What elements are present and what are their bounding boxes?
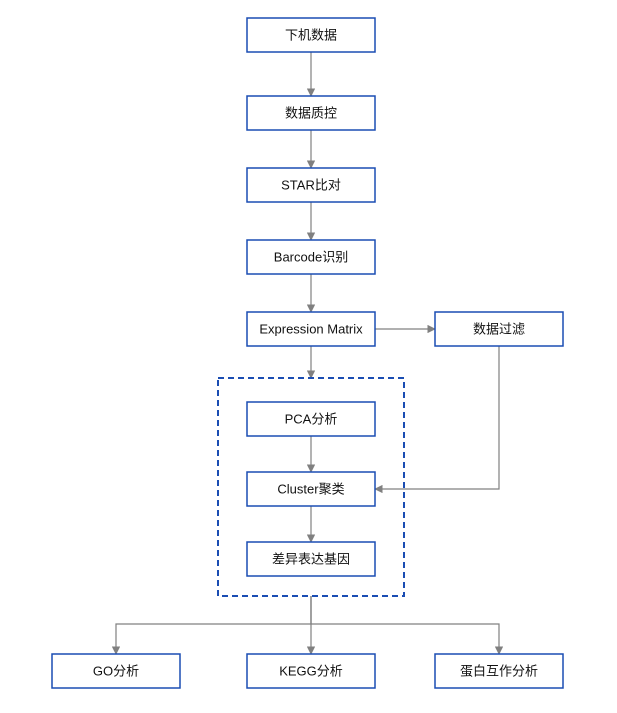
node-label-nFilter: 数据过滤 <box>473 322 525 337</box>
node-label-n1: 下机数据 <box>285 28 337 43</box>
node-label-n8: 差异表达基因 <box>272 552 350 567</box>
node-n2: 数据质控 <box>247 96 375 130</box>
node-n7: Cluster聚类 <box>247 472 375 506</box>
edge-group-bottom-b1 <box>116 596 311 654</box>
edge-nFilter-n7 <box>375 346 499 489</box>
node-b1: GO分析 <box>52 654 180 688</box>
node-n3: STAR比对 <box>247 168 375 202</box>
node-n6: PCA分析 <box>247 402 375 436</box>
node-n1: 下机数据 <box>247 18 375 52</box>
node-label-n3: STAR比对 <box>281 178 341 193</box>
edge-group-bottom-b3 <box>311 596 499 654</box>
node-n5: Expression Matrix <box>247 312 375 346</box>
node-nFilter: 数据过滤 <box>435 312 563 346</box>
flowchart-canvas: 下机数据数据质控 STAR比对 Barcode识别 Expression Matrix… <box>0 0 617 713</box>
node-label-n6: PCA分析 <box>285 412 338 427</box>
node-b3: 蛋白互作分析 <box>435 654 563 688</box>
node-label-b3: 蛋白互作分析 <box>460 664 538 679</box>
node-label-n7: Cluster聚类 <box>277 482 344 497</box>
node-n4: Barcode识别 <box>247 240 375 274</box>
node-label-n5: Expression Matrix <box>259 322 363 337</box>
node-label-b1: GO分析 <box>93 664 139 679</box>
node-label-b2: KEGG分析 <box>279 664 343 679</box>
node-label-n4: Barcode识别 <box>274 250 348 265</box>
node-b2: KEGG分析 <box>247 654 375 688</box>
node-n8: 差异表达基因 <box>247 542 375 576</box>
node-label-n2: 数据质控 <box>285 106 337 121</box>
